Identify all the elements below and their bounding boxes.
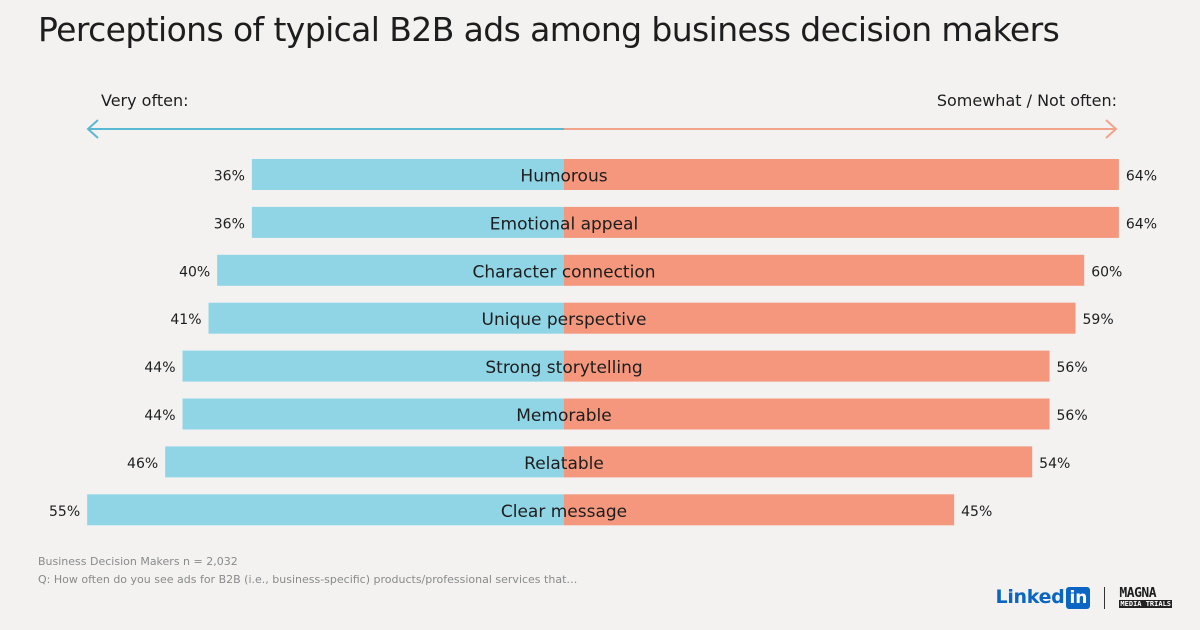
- footnote-sample: Business Decision Makers n = 2,032: [38, 555, 238, 568]
- left-arrow-head-icon: [86, 119, 99, 139]
- data-label-somewhat-not-often: 56%: [1057, 408, 1088, 424]
- bar-very-often: [251, 159, 564, 190]
- data-label-very-often: 36%: [214, 169, 245, 185]
- bar-somewhat-not-often: [564, 350, 1050, 382]
- category-label: Unique perspective: [482, 310, 647, 330]
- category-label: Character connection: [473, 262, 656, 282]
- magna-logo-bottom: MEDIA TRIALS: [1119, 600, 1172, 608]
- right-arrow-head-icon: [1105, 119, 1118, 139]
- chart-title: Perceptions of typical B2B ads among bus…: [38, 10, 1060, 49]
- data-label-very-often: 44%: [144, 360, 175, 376]
- data-label-somewhat-not-often: 60%: [1091, 264, 1122, 280]
- category-label: Emotional appeal: [490, 214, 638, 234]
- linkedin-logo: Linked in: [996, 586, 1091, 609]
- data-label-somewhat-not-often: 54%: [1039, 456, 1070, 472]
- logo-divider: [1104, 586, 1106, 609]
- data-label-somewhat-not-often: 64%: [1126, 216, 1157, 232]
- bar-somewhat-not-often: [564, 494, 955, 526]
- bar-very-often: [208, 302, 564, 334]
- left-direction-label: Very often:: [101, 91, 188, 110]
- linkedin-logo-text: Linked: [995, 586, 1065, 608]
- bar-somewhat-not-often: [564, 302, 1076, 334]
- bar-somewhat-not-often: [564, 159, 1119, 190]
- data-label-very-often: 36%: [214, 216, 245, 232]
- data-label-very-often: 44%: [144, 408, 175, 424]
- magna-logo-top: MAGNA: [1119, 586, 1157, 601]
- data-label-very-often: 41%: [170, 312, 201, 328]
- bar-very-often: [182, 350, 564, 382]
- linkedin-logo-box: in: [1066, 587, 1091, 609]
- data-label-somewhat-not-often: 59%: [1083, 312, 1114, 328]
- magna-logo: MAGNA MEDIA TRIALS: [1119, 587, 1172, 608]
- category-label: Relatable: [524, 454, 604, 474]
- right-direction-label: Somewhat / Not often:: [937, 91, 1117, 110]
- data-label-very-often: 46%: [127, 456, 158, 472]
- data-label-somewhat-not-often: 45%: [961, 504, 992, 520]
- bar-very-often: [182, 398, 564, 430]
- footnote-question: Q: How often do you see ads for B2B (i.e…: [38, 573, 578, 586]
- bar-somewhat-not-often: [564, 398, 1050, 430]
- bar-somewhat-not-often: [564, 446, 1033, 478]
- bar-somewhat-not-often: [564, 206, 1119, 238]
- category-label: Strong storytelling: [485, 358, 642, 378]
- category-label: Clear message: [501, 502, 627, 522]
- bar-very-often: [251, 206, 564, 238]
- bar-very-often: [165, 446, 564, 478]
- bar-very-often: [217, 254, 564, 286]
- data-label-somewhat-not-often: 56%: [1057, 360, 1088, 376]
- bar-somewhat-not-often: [564, 254, 1085, 286]
- bar-very-often: [87, 494, 565, 526]
- category-label: Humorous: [520, 167, 607, 187]
- category-label: Memorable: [516, 406, 611, 426]
- logos: Linked in MAGNA MEDIA TRIALS: [996, 586, 1172, 609]
- data-label-very-often: 40%: [179, 264, 210, 280]
- data-label-very-often: 55%: [49, 504, 80, 520]
- data-label-somewhat-not-often: 64%: [1126, 169, 1157, 185]
